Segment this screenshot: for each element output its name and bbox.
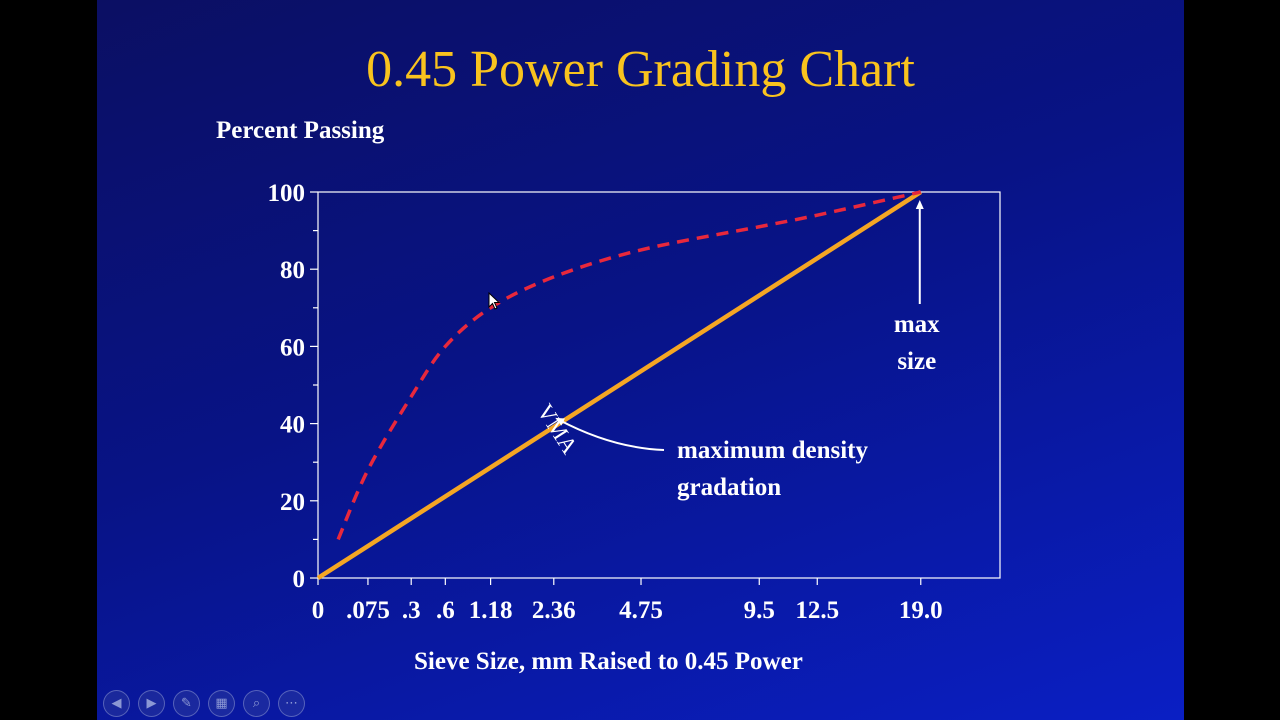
x-tick-label: 4.75 (619, 597, 663, 624)
y-tick-label: 0 (293, 566, 306, 593)
chevron-left-icon: ◀ (111, 696, 122, 711)
x-tick-label: .3 (402, 597, 421, 624)
x-axis-label: Sieve Size, mm Raised to 0.45 Power (414, 648, 803, 675)
x-tick-label: 19.0 (899, 597, 943, 624)
y-axis-label: Percent Passing (216, 117, 385, 144)
see-all-slides-button[interactable]: ▦ (208, 690, 235, 717)
y-tick-label: 60 (280, 334, 305, 361)
y-tick-label: 40 (280, 412, 305, 439)
plot-frame (317, 191, 1001, 579)
max-size-label-line1: max (894, 311, 940, 338)
x-tick-label: .6 (436, 597, 455, 624)
ellipsis-icon: ⋯ (285, 696, 298, 711)
dashed-gradation-curve (336, 190, 922, 541)
slide-title: 0.45 Power Grading Chart (366, 41, 915, 98)
max-density-label-line2: gradation (677, 474, 781, 501)
x-tick-label: 9.5 (744, 597, 775, 624)
x-tick-label: 12.5 (795, 597, 839, 624)
pen-button[interactable]: ✎ (173, 690, 200, 717)
zoom-button[interactable]: ⌕ (243, 690, 270, 717)
grading-chart: 0 20 40 60 80 100 0 .075 .3 .6 1.18 2.36 4.75 9.5 12.5… (268, 180, 1001, 624)
y-tick-label: 80 (280, 257, 305, 284)
pen-icon: ✎ (181, 696, 192, 711)
max-density-label-line1: maximum density (677, 437, 868, 464)
y-tick-label: 20 (280, 489, 305, 516)
max-density-arrow (555, 417, 665, 451)
slides-grid-icon: ▦ (215, 696, 228, 711)
x-tick-label: .075 (346, 597, 390, 624)
slide: 0.45 Power Grading Chart Percent Passing… (97, 0, 1184, 720)
magnifier-icon: ⌕ (252, 696, 261, 711)
slideshow-controls: ◀ ▶ ✎ ▦ ⌕ ⋯ (103, 690, 305, 720)
x-tick-label: 0 (312, 597, 325, 624)
x-tick-label: 1.18 (469, 597, 513, 624)
more-options-button[interactable]: ⋯ (278, 690, 305, 717)
x-tick-label: 2.36 (532, 597, 576, 624)
maximum-density-line (316, 190, 922, 580)
next-slide-button[interactable]: ▶ (138, 690, 165, 717)
previous-slide-button[interactable]: ◀ (103, 690, 130, 717)
vma-label: VMA (532, 400, 582, 459)
chevron-right-icon: ▶ (146, 696, 157, 711)
max-size-label-line2: size (897, 348, 936, 375)
y-tick-label: 100 (268, 180, 306, 207)
